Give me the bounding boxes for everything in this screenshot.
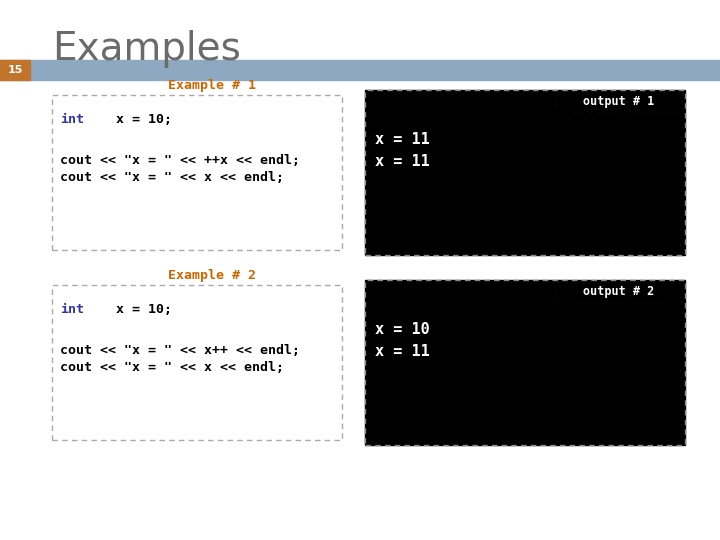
Text: int: int <box>60 303 84 316</box>
Bar <box>52 95 342 250</box>
Text: x = 10;: x = 10; <box>84 303 172 316</box>
Text: int: int <box>60 113 84 126</box>
Text: x = 11: x = 11 <box>375 132 430 147</box>
Bar <box>365 90 685 255</box>
Text: cout << "x = " << ++x << endl;: cout << "x = " << ++x << endl; <box>60 154 300 167</box>
Text: cout << "x = " << x++ << endl;: cout << "x = " << x++ << endl; <box>60 344 300 357</box>
Bar <box>365 280 685 445</box>
Text: Example # 1: Example # 1 <box>168 79 256 92</box>
Bar <box>556 282 681 301</box>
Bar <box>0 60 30 80</box>
Text: cout << "x = " << x << endl;: cout << "x = " << x << endl; <box>60 171 284 184</box>
Text: Example # 2: Example # 2 <box>168 269 256 282</box>
Text: x = 11: x = 11 <box>375 154 430 169</box>
Text: x = 10: x = 10 <box>375 322 430 337</box>
Text: output # 2: output # 2 <box>583 285 654 298</box>
Text: Examples: Examples <box>52 30 241 68</box>
Bar <box>0 60 720 80</box>
Bar <box>556 92 681 111</box>
Text: x = 10;: x = 10; <box>84 113 172 126</box>
Bar <box>52 285 342 440</box>
Text: cout << "x = " << x << endl;: cout << "x = " << x << endl; <box>60 361 284 374</box>
Text: x = 11: x = 11 <box>375 344 430 359</box>
Text: 15: 15 <box>7 65 23 75</box>
Text: output # 1: output # 1 <box>583 95 654 108</box>
